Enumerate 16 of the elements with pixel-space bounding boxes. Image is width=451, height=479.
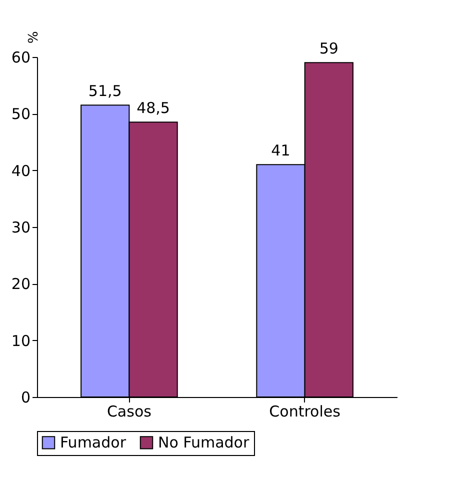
data-label: 41 xyxy=(271,142,290,160)
legend-label: No Fumador xyxy=(158,434,250,452)
data-label: 48,5 xyxy=(136,99,170,118)
y-tick-label: 0 xyxy=(20,388,30,406)
x-tick-label: Casos xyxy=(106,402,152,420)
data-label: 51,5 xyxy=(88,82,122,100)
y-tick-label: 20 xyxy=(11,275,30,294)
legend-label: Fumador xyxy=(60,434,127,452)
y-axis-title: % xyxy=(26,31,42,44)
y-tick-label: 60 xyxy=(11,48,30,66)
x-tick-label: Controles xyxy=(269,402,341,420)
data-label: 59 xyxy=(319,40,338,58)
y-tick-label: 10 xyxy=(11,332,30,350)
y-tick-label: 40 xyxy=(11,162,30,180)
y-tick-label: 50 xyxy=(11,105,30,124)
y-tick-label: 30 xyxy=(11,218,30,236)
